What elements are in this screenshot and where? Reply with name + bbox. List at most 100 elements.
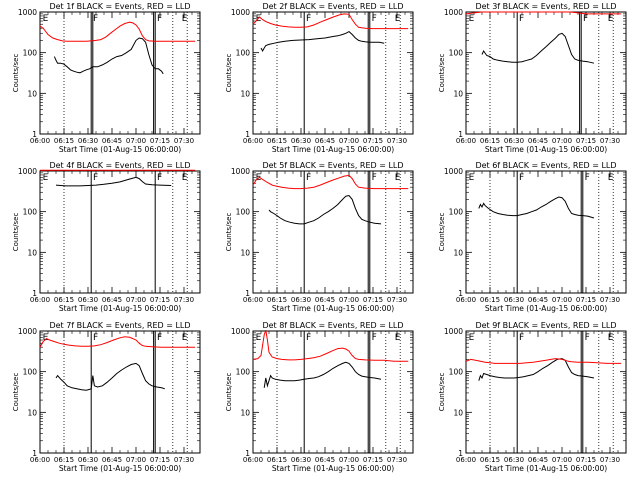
x-tick-label: 07:15 <box>150 456 170 464</box>
x-tick-label: 07:00 <box>126 296 146 304</box>
x-tick-label: 07:15 <box>363 456 383 464</box>
y-tick-label: 1000 <box>231 8 250 17</box>
panel-title: Det 4f BLACK = Events, RED = LLD <box>49 161 190 170</box>
x-tick-label: 07:00 <box>339 456 359 464</box>
panel-det-5: Det 5f BLACK = Events, RED = LLD 1 10 100 10… <box>225 161 414 313</box>
marker-letter: E <box>256 333 262 343</box>
marker-letter: F <box>372 14 377 24</box>
events-series-line <box>55 176 172 187</box>
y-axis-label: Counts/sec <box>438 213 446 252</box>
x-tick-label: 07:30 <box>387 456 407 464</box>
panel-title: Det 1f BLACK = Events, RED = LLD <box>49 2 190 11</box>
events-series-line <box>478 358 595 381</box>
x-tick-label: 06:00 <box>456 456 476 464</box>
x-tick-label: 07:15 <box>576 296 596 304</box>
panel-det-4: Det 4f BLACK = Events, RED = LLD 1 10 100 10… <box>12 161 201 313</box>
x-tick-label: 06:15 <box>267 137 287 145</box>
lld-series-line <box>39 21 196 42</box>
x-tick-label: 06:15 <box>480 456 500 464</box>
marker-letter: F <box>372 333 377 343</box>
x-tick-label: 06:45 <box>102 456 122 464</box>
y-tick-label: 100 <box>449 49 464 58</box>
x-tick-label: 06:00 <box>243 456 263 464</box>
x-axis-label: Start Time (01-Aug-15 06:00:00) <box>485 464 607 473</box>
x-tick-label: 07:15 <box>363 296 383 304</box>
x-tick-label: 06:15 <box>267 296 287 304</box>
y-tick-label: 1000 <box>444 167 463 176</box>
x-tick-label: 06:15 <box>480 296 500 304</box>
y-axis-label: Counts/sec <box>438 54 446 93</box>
y-tick-label: 10 <box>240 408 250 417</box>
marker-letter: E <box>469 173 475 183</box>
x-tick-label: 07:00 <box>126 137 146 145</box>
panel-det-2: Det 2f BLACK = Events, RED = LLD 1 10 100 10… <box>225 2 414 154</box>
marker-letter: F <box>585 333 590 343</box>
x-tick-label: 07:30 <box>387 137 407 145</box>
y-tick-label: 10 <box>453 89 463 98</box>
panel-det-7: Det 7f BLACK = Events, RED = LLD 1 10 100 10… <box>12 321 201 473</box>
lld-series-line <box>465 11 622 15</box>
x-tick-label: 06:15 <box>54 456 74 464</box>
events-series-line <box>263 361 382 388</box>
x-tick-label: 06:15 <box>480 137 500 145</box>
panel-det-8: Det 8f BLACK = Events, RED = LLD 1 10 100 10… <box>225 321 414 473</box>
y-tick-label: 10 <box>27 89 37 98</box>
x-tick-label: 06:45 <box>102 296 122 304</box>
marker-letter: F <box>93 14 98 24</box>
x-axis-label: Start Time (01-Aug-15 06:00:00) <box>485 145 607 154</box>
x-tick-label: 07:30 <box>600 137 620 145</box>
x-tick-label: 06:00 <box>456 296 476 304</box>
panel-title: Det 2f BLACK = Events, RED = LLD <box>262 2 403 11</box>
y-tick-label: 100 <box>23 368 38 377</box>
x-tick-label: 07:15 <box>576 456 596 464</box>
y-tick-label: 1000 <box>444 327 463 336</box>
y-axis-label: Counts/sec <box>12 54 20 93</box>
events-series-line <box>268 194 382 225</box>
x-tick-label: 06:30 <box>291 137 311 145</box>
x-tick-label: 06:15 <box>267 456 287 464</box>
x-tick-label: 07:15 <box>150 296 170 304</box>
y-tick-label: 1 <box>458 449 463 458</box>
x-tick-label: 06:30 <box>78 137 98 145</box>
x-tick-label: 06:30 <box>291 456 311 464</box>
panel-title: Det 7f BLACK = Events, RED = LLD <box>49 321 190 330</box>
panel-det-1: Det 1f BLACK = Events, RED = LLD 1 10 100 10… <box>12 2 201 154</box>
marker-letter: F <box>519 14 524 24</box>
x-tick-label: 06:30 <box>78 296 98 304</box>
marker-letter: E <box>469 14 475 24</box>
x-axis-label: Start Time (01-Aug-15 06:00:00) <box>59 464 181 473</box>
events-series-line <box>53 37 164 75</box>
x-tick-label: 06:45 <box>315 137 335 145</box>
marker-letter: F <box>372 173 377 183</box>
y-tick-label: 100 <box>23 49 38 58</box>
marker-letter: F <box>519 173 524 183</box>
marker-letter: E <box>43 14 49 24</box>
x-axis-label: Start Time (01-Aug-15 06:00:00) <box>272 145 394 154</box>
marker-letter: E <box>182 14 188 24</box>
x-tick-label: 06:30 <box>504 137 524 145</box>
x-tick-label: 06:00 <box>30 456 50 464</box>
y-axis-label: Counts/sec <box>225 373 233 412</box>
y-tick-label: 1 <box>458 130 463 139</box>
lld-series-line <box>252 174 409 190</box>
marker-letter: E <box>43 173 49 183</box>
x-axis-label: Start Time (01-Aug-15 06:00:00) <box>272 304 394 313</box>
marker-letter: E <box>608 333 614 343</box>
marker-letter: E <box>469 333 475 343</box>
x-tick-label: 07:30 <box>600 456 620 464</box>
marker-letter: F <box>519 333 524 343</box>
x-tick-label: 07:00 <box>126 456 146 464</box>
x-tick-label: 06:30 <box>504 456 524 464</box>
marker-letter: F <box>93 173 98 183</box>
panel-title: Det 6f BLACK = Events, RED = LLD <box>475 161 616 170</box>
y-tick-label: 1 <box>245 130 250 139</box>
y-tick-label: 10 <box>27 408 37 417</box>
x-tick-label: 07:00 <box>339 137 359 145</box>
marker-letter: E <box>182 333 188 343</box>
y-tick-label: 1000 <box>231 327 250 336</box>
panel-det-9: Det 9f BLACK = Events, RED = LLD 1 10 100 10… <box>438 321 627 473</box>
y-tick-label: 10 <box>240 248 250 257</box>
marker-letter: F <box>306 173 311 183</box>
lld-series-line <box>252 13 409 30</box>
